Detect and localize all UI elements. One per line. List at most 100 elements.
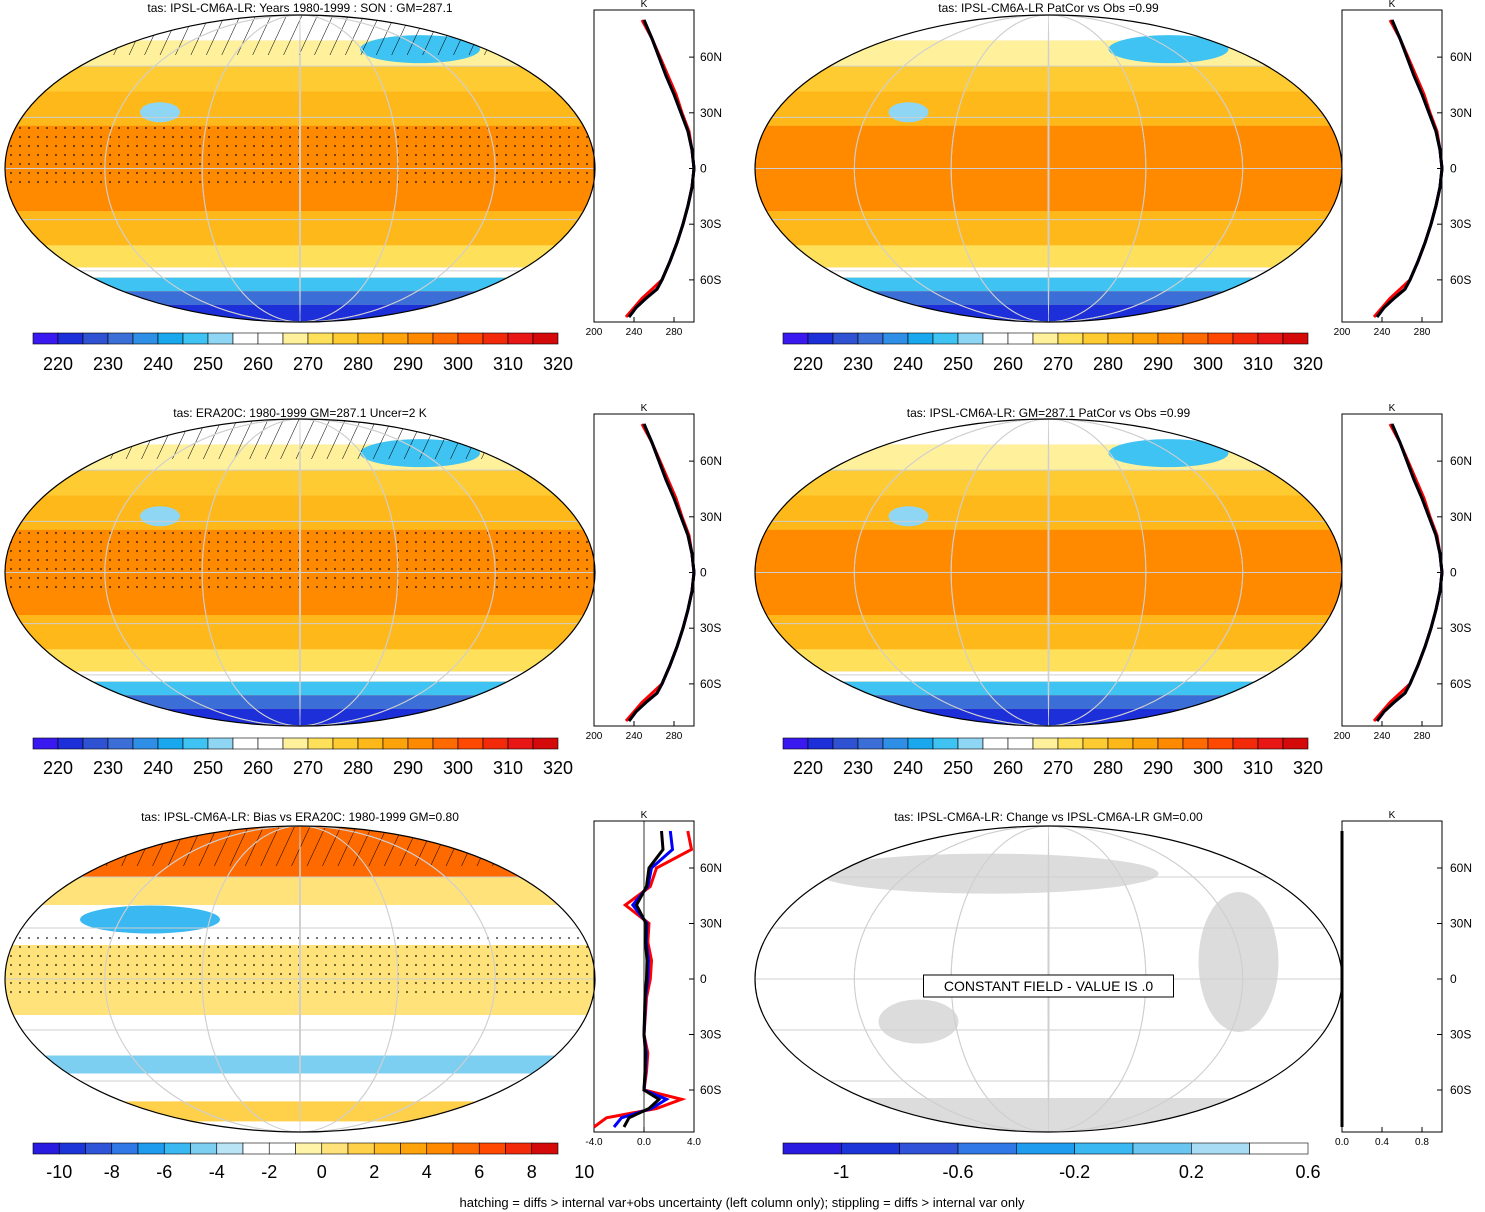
colorbar-label: 220	[793, 354, 823, 374]
colorbar-label: 250	[943, 354, 973, 374]
colorbar: -1 -0.6 -0.2 0.2 0.6	[782, 1142, 1321, 1182]
colorbar-label: -0.2	[1059, 1162, 1090, 1182]
colorbar: 220 230 240 250 260 270 280 290 300 310 320	[32, 332, 573, 374]
profile-tick: 280	[666, 731, 683, 742]
colorbar-swatch	[982, 332, 1009, 345]
colorbar-swatch	[1182, 737, 1209, 750]
profile-tick: 280	[1414, 327, 1431, 338]
colorbar-swatch	[57, 332, 84, 345]
lat-label: 30N	[1450, 510, 1472, 524]
zonal-profile: K 200 240 280 60N 30N 0 30S 60S	[1334, 0, 1472, 338]
colorbar-label: 230	[93, 758, 123, 778]
colorbar-swatch	[282, 332, 309, 345]
colorbar-label: 220	[43, 758, 73, 778]
lat-label: 60N	[700, 454, 722, 468]
colorbar-swatch	[157, 737, 184, 750]
colorbar-label: 300	[443, 354, 473, 374]
colorbar-swatch	[332, 737, 359, 750]
profile-unit: K	[641, 0, 648, 10]
colorbar-swatch	[1007, 737, 1034, 750]
colorbar-label: -1	[833, 1162, 849, 1182]
colorbar-label: 0	[317, 1162, 327, 1182]
map-field	[5, 826, 595, 1132]
colorbar-swatch	[432, 332, 459, 345]
profile-tick: 240	[1374, 731, 1391, 742]
colorbar-label: 320	[543, 354, 573, 374]
profile-line	[1372, 423, 1444, 722]
profile-tick: 280	[1414, 731, 1431, 742]
colorbar-label: 230	[93, 354, 123, 374]
colorbar-swatch	[1282, 737, 1309, 750]
colorbar-swatch	[507, 737, 534, 750]
colorbar-swatch	[107, 332, 134, 345]
colorbar-swatch	[1032, 332, 1059, 345]
colorbar-label: 310	[1243, 758, 1273, 778]
colorbar-swatch	[1191, 1142, 1250, 1155]
map-border	[4, 418, 596, 727]
colorbar-swatch	[957, 737, 984, 750]
colorbar-label: 300	[443, 758, 473, 778]
colorbar-swatch	[1057, 737, 1084, 750]
zonal-profile: K 200 240 280 60N 30N 0 30S 60S	[1334, 403, 1472, 742]
profile-unit: K	[641, 403, 648, 414]
colorbar-label: 270	[1043, 354, 1073, 374]
colorbar-swatch	[182, 332, 209, 345]
colorbar-swatch	[507, 332, 534, 345]
profile-tick: 200	[586, 731, 603, 742]
panel-title: tas: ERA20C: 1980-1999 GM=287.1 Uncer=2 …	[173, 406, 426, 420]
colorbar-label: 260	[993, 354, 1023, 374]
colorbar-swatch	[357, 737, 384, 750]
colorbar-swatch	[32, 1142, 60, 1155]
profile-tick: 0.4	[1375, 1137, 1389, 1148]
constant-field-label: CONSTANT FIELD - VALUE IS .0	[944, 978, 1153, 994]
colorbar-swatch	[242, 1142, 270, 1155]
colorbar-swatch	[1157, 332, 1184, 345]
colorbar-swatch	[257, 332, 284, 345]
colorbar-swatch	[190, 1142, 218, 1155]
colorbar-swatch	[268, 1142, 296, 1155]
colorbar: -10 -8 -6 -4 -2 0 2 4 6 8 10	[32, 1142, 594, 1182]
colorbar-swatch	[111, 1142, 139, 1155]
colorbar-label: 8	[527, 1162, 537, 1182]
profile-unit: K	[1389, 810, 1396, 821]
colorbar-label: 240	[893, 354, 923, 374]
colorbar-swatch	[182, 737, 209, 750]
colorbar-swatch	[505, 1142, 533, 1155]
footnote: hatching = diffs > internal var+obs unce…	[460, 1195, 1025, 1210]
colorbar-swatch	[1207, 332, 1234, 345]
colorbar-label: -0.6	[942, 1162, 973, 1182]
colorbar-label: 270	[293, 354, 323, 374]
colorbar-swatch	[1132, 737, 1159, 750]
zonal-profile: K 200 240 280 60N 30N 0 30S 60S	[586, 403, 722, 742]
lat-label: 60S	[1450, 1083, 1471, 1097]
colorbar-label: 300	[1193, 758, 1223, 778]
profile-line	[624, 423, 696, 722]
panel-title: tas: IPSL-CM6A-LR: GM=287.1 PatCor vs Ob…	[907, 406, 1191, 420]
colorbar-swatch	[1107, 332, 1134, 345]
panel-1: tas: IPSL-CM6A-LR: Years 1980-1999 : SON…	[4, 0, 722, 374]
colorbar-swatch	[1257, 332, 1284, 345]
colorbar-swatch	[532, 737, 559, 750]
colorbar-swatch	[782, 1142, 842, 1155]
colorbar-swatch	[1132, 1142, 1192, 1155]
colorbar-swatch	[1057, 332, 1084, 345]
colorbar-label: 280	[343, 354, 373, 374]
profile-unit: K	[1389, 0, 1396, 10]
colorbar-swatch	[137, 1142, 165, 1155]
colorbar-swatch	[407, 332, 434, 345]
colorbar-label: 0.6	[1295, 1162, 1320, 1182]
colorbar-swatch	[163, 1142, 191, 1155]
colorbar-swatch	[841, 1142, 900, 1155]
panel-2: tas: IPSL-CM6A-LR PatCor vs Obs =0.99 220…	[754, 0, 1472, 374]
lat-label: 60N	[1450, 454, 1472, 468]
colorbar-swatch	[82, 332, 109, 345]
profile-tick: 0.0	[1335, 1137, 1349, 1148]
profile-tick: 200	[586, 327, 603, 338]
colorbar-label: 290	[1143, 354, 1173, 374]
colorbar-swatch	[207, 737, 234, 750]
colorbar-label: 10	[574, 1162, 594, 1182]
colorbar-label: 310	[493, 758, 523, 778]
colorbar-label: 6	[474, 1162, 484, 1182]
colorbar-swatch	[132, 737, 159, 750]
colorbar-swatch	[857, 332, 884, 345]
